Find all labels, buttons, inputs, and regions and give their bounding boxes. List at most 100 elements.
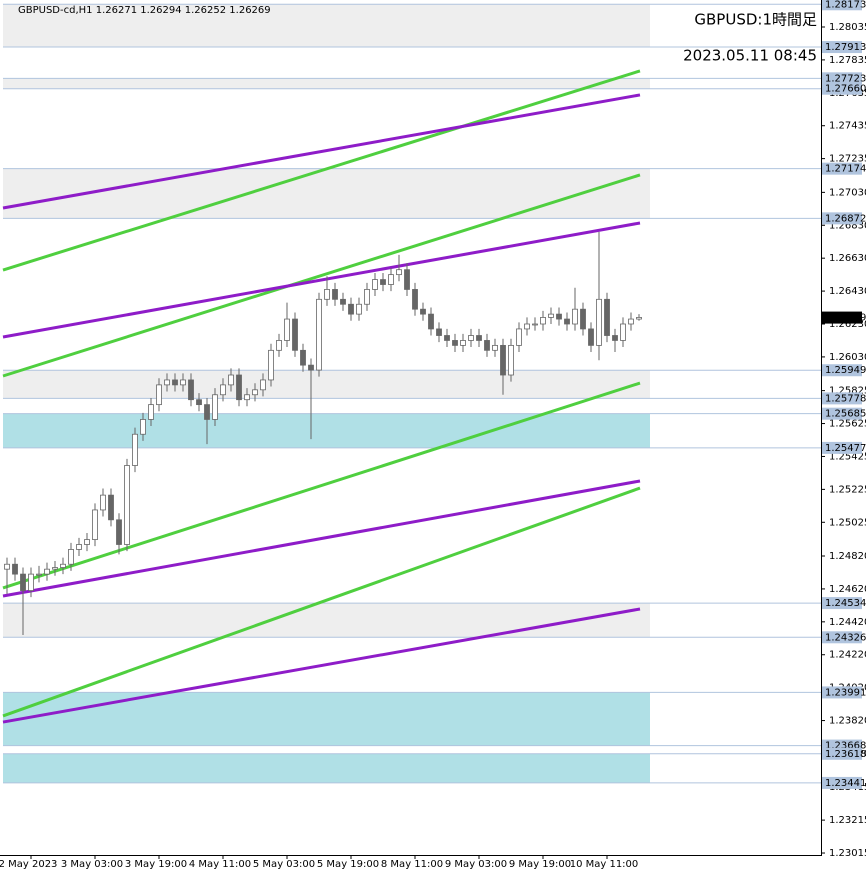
candle-body	[468, 335, 474, 341]
y-tick-label: 1.27235	[829, 154, 866, 165]
candle-body	[140, 419, 146, 435]
level-label: 1.23991	[825, 687, 866, 698]
level-label-box	[822, 41, 862, 54]
level-label: 1.24326	[825, 632, 866, 643]
level-label-box	[822, 441, 862, 454]
y-tick-label: 1.27435	[829, 121, 866, 132]
level-label-box	[822, 72, 862, 85]
current-price-box	[822, 311, 862, 324]
candle-body	[348, 303, 354, 315]
current-price-label: 1.26269	[825, 313, 866, 324]
candle-body	[100, 494, 106, 511]
candle-body	[180, 379, 186, 386]
candle-body	[28, 573, 34, 591]
y-tick-label: 1.23820	[829, 716, 866, 727]
candle-body	[244, 394, 250, 401]
candle-body	[44, 568, 50, 575]
level-label-box	[822, 0, 862, 11]
zone	[3, 168, 650, 219]
candle-body	[508, 344, 514, 376]
level-label: 1.24534	[825, 598, 866, 609]
x-tick-label: 9 May 19:00	[509, 859, 571, 870]
trendline	[2, 486, 641, 718]
candle-body	[156, 384, 162, 406]
level-label-box	[822, 407, 862, 420]
candle-body	[588, 328, 594, 346]
candle-body	[420, 308, 426, 315]
candle-body	[636, 317, 642, 320]
candle-body	[484, 340, 490, 351]
chart-subtitle: 2023.05.11 08:45	[683, 47, 817, 65]
level-label-box	[822, 631, 862, 644]
y-tick-label: 1.23015	[829, 848, 866, 859]
x-tick-label: 10 May 11:00	[570, 859, 639, 870]
candle-body	[564, 318, 570, 325]
candle-body	[620, 323, 626, 341]
zone	[3, 4, 650, 48]
candle-body	[308, 364, 314, 371]
level-label: 1.23441	[825, 778, 866, 789]
trendline	[2, 69, 641, 272]
y-tick-label: 1.26230	[829, 319, 866, 330]
candle-body	[52, 567, 58, 570]
level-label: 1.27174	[825, 164, 866, 175]
candle-body	[596, 298, 602, 346]
y-tick-label: 1.25625	[829, 419, 866, 430]
candle-body	[268, 349, 274, 381]
y-tick-label: 1.26630	[829, 253, 866, 264]
x-tick-label: 9 May 03:00	[445, 859, 507, 870]
candle-body	[444, 335, 450, 341]
candle-body	[68, 549, 74, 565]
candle-body	[196, 399, 202, 406]
trendline	[2, 479, 641, 598]
level-label-box	[822, 82, 862, 95]
level-label-box	[822, 212, 862, 225]
candle-body	[540, 317, 546, 325]
x-tick-label: 8 May 11:00	[381, 859, 443, 870]
zone	[3, 370, 650, 399]
y-tick-label: 1.26430	[829, 286, 866, 297]
level-label: 1.23618	[825, 749, 866, 760]
zone	[3, 413, 650, 448]
x-tick-label: 5 May 03:00	[253, 859, 315, 870]
candle-body	[228, 374, 234, 386]
candle-body	[572, 308, 578, 325]
candle-body	[404, 269, 410, 290]
zone	[3, 603, 650, 638]
candle-body	[476, 335, 482, 341]
candle-body	[580, 308, 586, 330]
candle-body	[204, 404, 210, 420]
candle-body	[532, 323, 538, 326]
trendline	[2, 221, 641, 339]
candle-body	[116, 519, 122, 545]
candle-body	[356, 303, 362, 315]
level-label-box	[822, 392, 862, 405]
candle-body	[524, 323, 530, 330]
candle-body	[284, 318, 290, 341]
candle-body	[556, 313, 562, 320]
trendline	[2, 607, 641, 724]
level-label-box	[822, 747, 862, 760]
level-label: 1.27660	[825, 84, 866, 95]
candle-body	[60, 563, 66, 568]
level-label: 1.27723	[825, 73, 866, 84]
candle-body	[340, 298, 346, 305]
x-tick-label: 2 May 2023	[0, 859, 57, 870]
y-tick-label: 1.24420	[829, 617, 866, 628]
candle-body	[316, 298, 322, 371]
candle-body	[388, 274, 394, 285]
y-tick-label: 1.26830	[829, 220, 866, 231]
zone	[3, 78, 650, 89]
zone	[3, 753, 650, 783]
y-tick-label: 1.25825	[829, 386, 866, 397]
candle-body	[76, 544, 82, 550]
level-label-box	[822, 597, 862, 610]
candle-body	[372, 279, 378, 290]
candle-body	[300, 349, 306, 366]
trendline	[2, 173, 641, 378]
y-tick-label: 1.27030	[829, 187, 866, 198]
candle-body	[124, 465, 130, 545]
candle-body	[188, 379, 194, 401]
candle-body	[20, 573, 26, 591]
